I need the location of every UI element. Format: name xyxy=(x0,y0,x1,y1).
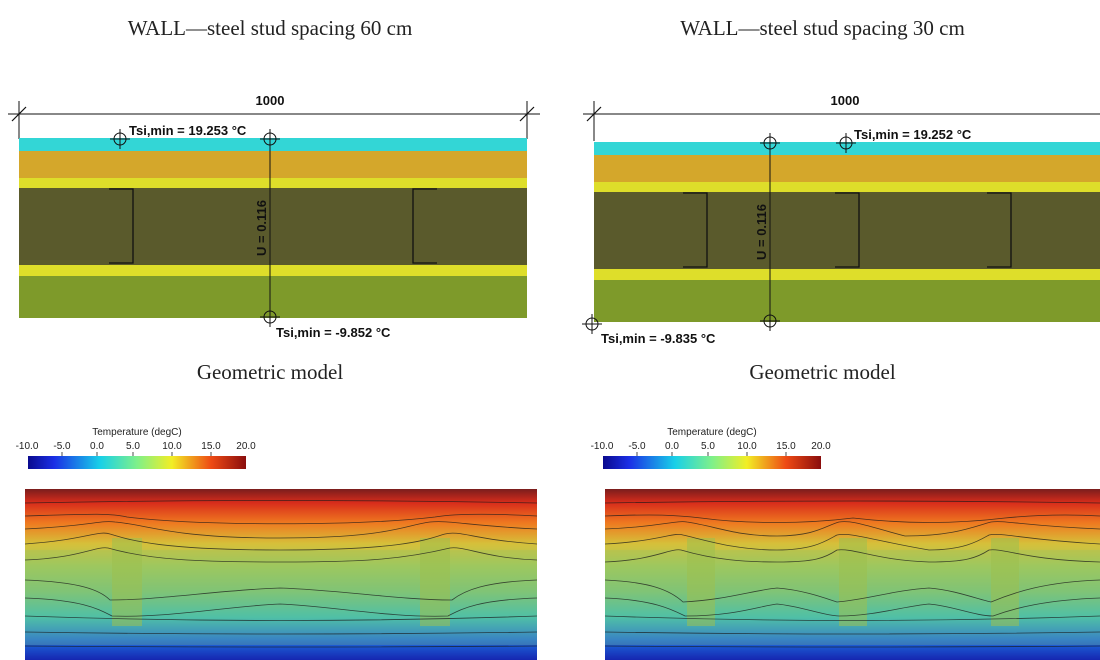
colorbar-tick-label: -5.0 xyxy=(628,441,646,452)
tsi-min-top-label: Tsi,min = 19.253 °C xyxy=(129,123,247,138)
isotherm-lines xyxy=(604,500,1100,648)
stud-cavity-layer xyxy=(19,188,527,265)
u-value-label: U = 0.116 xyxy=(254,200,269,256)
colorbar-tick-label: 5.0 xyxy=(701,441,715,452)
colorbar-tick-label: -10.0 xyxy=(16,441,39,452)
temperature-colorbar: Temperature (degC) -10.0 -5.0 0.0 5.0 10… xyxy=(16,427,256,469)
temperature-field xyxy=(24,489,538,660)
caption-right: Geometric model xyxy=(749,360,896,384)
crosshair-markers xyxy=(110,129,280,327)
membrane-layer xyxy=(594,182,1100,192)
u-value-line: U = 0.116 xyxy=(754,142,771,322)
colorbar-gradient xyxy=(603,456,821,469)
membrane-layer xyxy=(19,265,527,276)
colorbar-title: Temperature (degC) xyxy=(667,427,756,438)
crosshair-icon xyxy=(760,311,780,331)
colorbar-tick-label: 20.0 xyxy=(236,441,256,452)
steel-stud xyxy=(835,192,860,268)
steel-stud xyxy=(109,188,134,264)
crosshair-icon xyxy=(760,133,780,153)
crosshair-icon xyxy=(260,129,280,149)
colorbar-tick-label: 20.0 xyxy=(811,441,831,452)
wall-layers xyxy=(594,142,1100,322)
geometric-model-left: 1000 U = 0.116 Tsi,min = 19.253 °C Tsi,m… xyxy=(8,95,540,340)
geometric-model-right: 1000 U = 0.116 Tsi,min = 19.252 °C Tsi,m… xyxy=(582,95,1100,346)
colorbar-tick-label: 15.0 xyxy=(776,441,796,452)
tsi-min-bottom-label: Tsi,min = -9.852 °C xyxy=(276,325,391,340)
caption-left: Geometric model xyxy=(196,360,344,384)
membrane-layer xyxy=(594,269,1100,280)
crosshair-markers xyxy=(582,133,856,334)
panel-title-right: WALL—steel stud spacing 30 cm xyxy=(680,16,965,40)
tsi-min-top-label: Tsi,min = 19.252 °C xyxy=(854,127,972,142)
crosshair-icon xyxy=(260,307,280,327)
board-layer xyxy=(19,151,527,178)
dimension-line: 1000 xyxy=(583,95,1100,141)
steel-studs xyxy=(683,192,1012,268)
colorbar-title: Temperature (degC) xyxy=(92,427,181,438)
dimension-line: 1000 xyxy=(8,95,540,139)
colorbar-tick-label: -10.0 xyxy=(591,441,614,452)
membrane-layer xyxy=(19,178,527,188)
steel-stud xyxy=(683,192,708,268)
dimension-label: 1000 xyxy=(831,95,860,108)
steel-stud xyxy=(987,192,1012,268)
stud-cavity-layer xyxy=(594,192,1100,269)
exterior-layer xyxy=(594,280,1100,322)
colorbar-tick-label: 5.0 xyxy=(126,441,140,452)
exterior-layer xyxy=(19,276,527,318)
dimension-label: 1000 xyxy=(256,95,285,108)
crosshair-icon xyxy=(836,133,856,153)
steel-studs xyxy=(109,188,437,264)
thermal-simulation-right: Temperature (degC) -10.0 -5.0 0.0 5.0 10… xyxy=(591,427,1100,660)
crosshair-icon xyxy=(582,314,602,334)
u-value-line: U = 0.116 xyxy=(254,138,271,318)
colorbar-tick-label: 10.0 xyxy=(162,441,182,452)
colorbar-gradient xyxy=(28,456,246,469)
temperature-field xyxy=(604,489,1100,660)
colorbar-tick-label: 0.0 xyxy=(90,441,104,452)
steel-stud xyxy=(412,188,437,264)
colorbar-tick-label: 0.0 xyxy=(665,441,679,452)
thermal-simulation-left: Temperature (degC) -10.0 -5.0 0.0 5.0 10… xyxy=(16,427,538,660)
colorbar-tick-label: 10.0 xyxy=(737,441,757,452)
panel-title-left: WALL—steel stud spacing 60 cm xyxy=(127,16,413,40)
crosshair-icon xyxy=(110,129,130,149)
colorbar-tick-label: 15.0 xyxy=(201,441,221,452)
wall-layers xyxy=(19,138,527,318)
temperature-colorbar: Temperature (degC) -10.0 -5.0 0.0 5.0 10… xyxy=(591,427,831,469)
tsi-min-bottom-label: Tsi,min = -9.835 °C xyxy=(601,331,716,346)
u-value-label: U = 0.116 xyxy=(754,204,769,260)
colorbar-tick-label: -5.0 xyxy=(53,441,71,452)
board-layer xyxy=(594,155,1100,182)
isotherm-lines xyxy=(24,500,538,648)
